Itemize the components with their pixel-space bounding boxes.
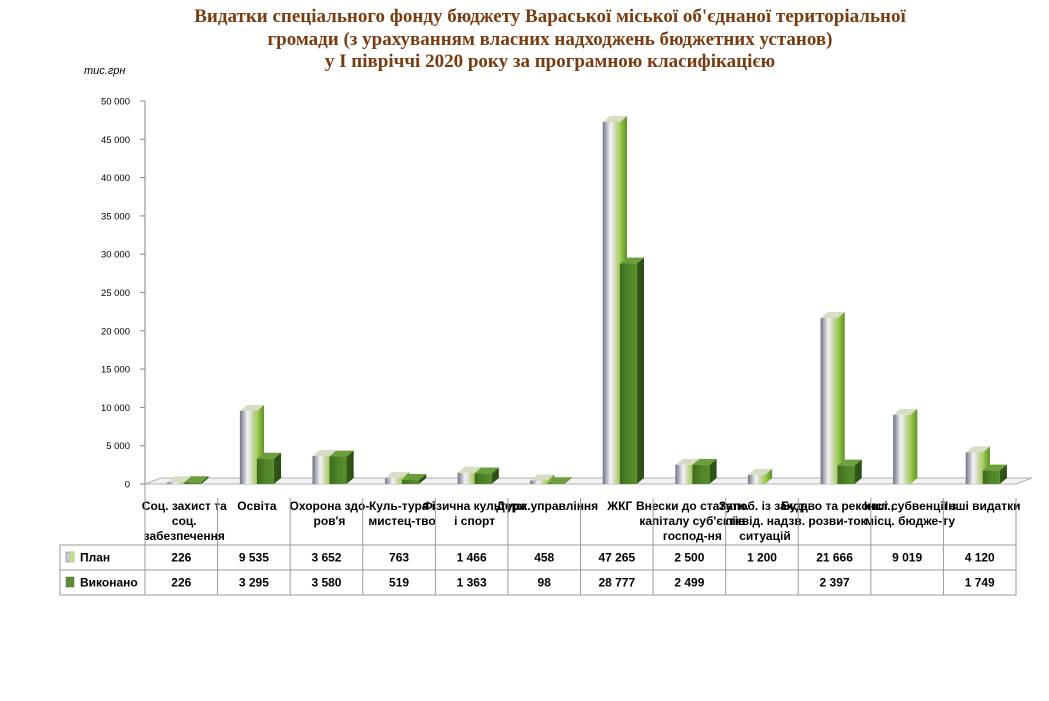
table-cell: 4 120 [965,551,995,565]
bar-done [692,458,717,484]
table-cell: 9 019 [892,551,922,565]
table-cell: 226 [171,576,191,590]
y-tick-label: 25 000 [101,288,130,299]
bar-done [837,459,862,484]
bar-done [474,467,499,484]
table-cell: 458 [534,551,554,565]
bar-done [547,477,572,484]
category-label: Соц. захист та [142,499,227,513]
category-label: Запоб. із заход. [719,499,811,513]
chart-title: Видатки спеціального фонду бюджету Варас… [0,6,1049,74]
chart-floor [144,477,1033,485]
table-cell: 1 749 [965,576,995,590]
table-row: Виконано 226 3 295 3 580 519 1 363 98 28 777 2 4… [65,576,995,590]
table-cell: 2 397 [820,576,850,590]
bar-plan [530,474,555,484]
table-cell: 3 295 [239,576,269,590]
legend-label: План [80,551,110,565]
table-cell: 763 [389,551,409,565]
y-tick-label: 50 000 [101,97,130,108]
chart-title-line-2: громади (з урахуванням власних надходжен… [267,28,833,50]
category-label: Освіта [237,499,277,513]
category-label: капіталу суб'єктів [639,514,745,528]
table-cell: 519 [389,576,409,590]
category-label: Інші видатки [945,499,1021,513]
category-label: Внески до статутн. [636,499,749,513]
bar-plan [747,468,773,484]
table-cell: 2 500 [674,551,704,565]
bar-done [402,474,427,484]
table-cell: 28 777 [598,576,635,590]
category-label: ров'я [314,514,346,528]
bar-done [184,476,209,484]
bar-done [256,452,282,484]
table-cell: 9 535 [239,551,269,565]
table-cell: 3 652 [311,551,341,565]
table-cell: 1 200 [747,551,777,565]
y-tick-label: 15 000 [101,365,130,376]
bars [167,115,1007,484]
y-tick-label: 10 000 [101,403,130,414]
table-cell: 21 666 [816,551,853,565]
data-table: План 226 9 535 3 652 763 1 466 458 47 265 2 500 1… [59,484,1017,596]
table-cell: 226 [171,551,191,565]
y-axis: 0 5 000 10 000 15 000 20 000 25 000 30 000 35 0… [101,97,146,491]
table-row: План 226 9 535 3 652 763 1 466 458 47 265 2 500 1… [65,551,995,565]
legend-label: Виконано [80,576,138,590]
category-label: і спорт [454,514,495,528]
y-tick-label: 30 000 [101,250,130,261]
y-tick-label: 40 000 [101,173,130,184]
y-tick-label: 35 000 [101,211,130,222]
floor-plane [144,477,1033,485]
table-cell: 1 466 [457,551,487,565]
y-tick-label: 0 [125,480,130,491]
table-cell: 47 265 [598,551,635,565]
y-tick-label: 5 000 [106,441,130,452]
category-label: Куль-тура і [369,499,435,513]
table-cell: 1 363 [457,576,487,590]
category-label: мистец-тво [368,514,435,528]
category-label: Охорона здо- [290,499,370,513]
bar-done [619,257,644,484]
bar-done [982,464,1007,484]
category-label: ситуацій [739,529,791,543]
bar-done [329,450,354,484]
unit-label: тис.грн [84,65,126,77]
category-label: місц. бюдже-ту [865,514,955,528]
bar-plan [820,312,845,484]
category-label: Буд-во та реконст., [781,499,894,513]
table-cell: 2 499 [674,576,704,590]
bar-plan [893,408,918,484]
category-label: розви-ток [808,514,867,528]
y-tick-label: 20 000 [101,326,130,337]
category-label: Фізична культура [422,499,527,513]
category-label: ліквід. надзв. [725,514,805,528]
table-cell: 98 [538,576,552,590]
y-tick-label: 45 000 [101,135,130,146]
chart-title-line-3: у І півріччі 2020 року за програмною кла… [324,51,776,72]
category-label: забезпечення [144,529,225,543]
legend-swatch [65,576,75,588]
category-label: соц. [172,514,197,528]
table-cell: 3 580 [311,576,341,590]
category-label: Інші субвенції з [864,499,957,513]
category-label: господ-ня [663,529,722,543]
category-label: ЖКГ [606,499,632,513]
category-label: Держ.управління [496,499,598,513]
chart-title-line-1: Видатки спеціального фонду бюджету Варас… [194,6,906,27]
